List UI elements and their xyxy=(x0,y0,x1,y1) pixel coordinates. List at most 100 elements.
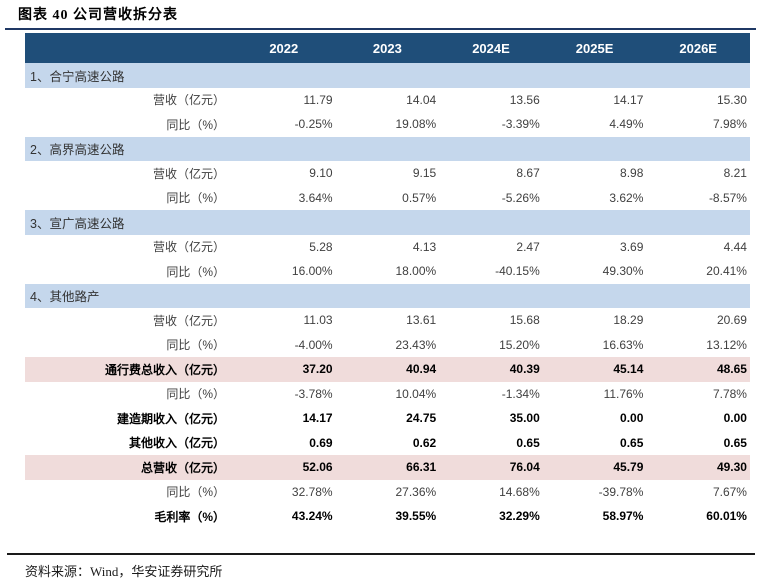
cell-value: 0.65 xyxy=(723,435,747,450)
cell-value: 3.64% xyxy=(298,190,333,205)
section-row: 2、高界高速公路 xyxy=(25,136,750,161)
figure-title: 图表 40 公司营收拆分表 xyxy=(18,8,178,23)
cell-value: 14.17 xyxy=(613,92,644,107)
row-label: 同比（%） xyxy=(166,117,225,132)
table-body: 1、合宁高速公路营收（亿元） 11.79 14.04 13.56 14.17 15.30 同… xyxy=(25,63,750,529)
cell-value: 13.61 xyxy=(406,313,437,328)
section-row: 1、合宁高速公路 xyxy=(25,63,750,88)
cell-value: 24.75 xyxy=(406,411,437,426)
cell-value: 14.04 xyxy=(406,92,437,107)
table-row: 同比（%） -4.00% 23.43% 15.20% 16.63% 13.12% xyxy=(25,333,750,358)
table-header-row: 2022 2023 2024E 2025E 2026E xyxy=(25,33,750,63)
cell-value: 35.00 xyxy=(509,411,540,426)
cell-value: 11.03 xyxy=(303,313,333,328)
cell-value: 0.65 xyxy=(516,435,540,450)
row-label: 3、宣广高速公路 xyxy=(30,216,125,231)
cell-value: 8.21 xyxy=(723,166,747,181)
cell-value: 7.98% xyxy=(712,117,747,132)
cell-value: 4.13 xyxy=(412,239,437,254)
table-row: 营收（亿元） 11.79 14.04 13.56 14.17 15.30 xyxy=(25,88,750,113)
table-row: 营收（亿元） 5.28 4.13 2.47 3.69 4.44 xyxy=(25,235,750,260)
cell-value: 16.63% xyxy=(602,337,644,352)
cell-value: 37.20 xyxy=(302,362,333,377)
row-label: 营收（亿元） xyxy=(152,313,225,328)
title-divider xyxy=(5,28,756,30)
cell-value: 40.39 xyxy=(509,362,540,377)
table-row: 毛利率（%） 43.24% 39.55% 32.29% 58.97% 60.01% xyxy=(25,504,750,529)
table-row: 总营收（亿元） 52.06 66.31 76.04 45.79 49.30 xyxy=(25,455,750,480)
cell-value: 8.98 xyxy=(620,166,644,181)
cell-value: 14.17 xyxy=(302,411,333,426)
cell-value: 4.44 xyxy=(723,239,747,254)
section-row: 3、宣广高速公路 xyxy=(25,210,750,235)
cell-value: 58.97% xyxy=(602,509,644,524)
source-note: 资料来源：Wind，华安证券研究所 xyxy=(25,564,223,579)
row-label: 同比（%） xyxy=(166,485,225,500)
table-row: 通行费总收入（亿元） 37.20 40.94 40.39 45.14 48.65 xyxy=(25,357,750,382)
cell-value: -0.25% xyxy=(294,117,333,132)
table-row: 同比（%） 16.00% 18.00% -40.15% 49.30% 20.41% xyxy=(25,259,750,284)
cell-value: 49.30 xyxy=(716,460,747,475)
table-row: 同比（%） 3.64% 0.57% -5.26% 3.62% -8.57% xyxy=(25,186,750,211)
cell-value: 19.08% xyxy=(395,117,437,132)
table-row: 营收（亿元） 11.03 13.61 15.68 18.29 20.69 xyxy=(25,308,750,333)
cell-value: 16.00% xyxy=(291,264,333,279)
cell-value: 9.10 xyxy=(309,166,333,181)
header-cell-2024e: 2024E xyxy=(472,40,510,56)
cell-value: 32.29% xyxy=(499,509,540,524)
row-label: 毛利率（%） xyxy=(154,509,225,524)
row-label: 同比（%） xyxy=(166,338,225,353)
row-label: 通行费总收入（亿元） xyxy=(104,362,225,377)
cell-value: 49.30% xyxy=(602,264,644,279)
cell-value: -8.57% xyxy=(708,190,747,205)
cell-value: 32.78% xyxy=(291,484,333,499)
cell-value: 11.76% xyxy=(603,386,644,401)
cell-value: 52.06 xyxy=(302,460,333,475)
cell-value: 7.67% xyxy=(712,484,747,499)
cell-value: 7.78% xyxy=(712,386,747,401)
row-label: 4、其他路产 xyxy=(30,290,100,305)
table-row: 同比（%） 32.78% 27.36% 14.68% -39.78% 7.67% xyxy=(25,480,750,505)
table-row: 同比（%） -3.78% 10.04% -1.34% 11.76% 7.78% xyxy=(25,382,750,407)
header-cell-2022: 2022 xyxy=(269,40,299,56)
cell-value: 23.43% xyxy=(395,337,437,352)
cell-value: 3.69 xyxy=(620,239,644,254)
cell-value: 45.79 xyxy=(613,460,644,475)
cell-value: 14.68% xyxy=(499,484,540,499)
footer-divider xyxy=(7,553,755,555)
table-row: 其他收入（亿元） 0.69 0.62 0.65 0.65 0.65 xyxy=(25,431,750,456)
cell-value: -39.78% xyxy=(598,484,644,499)
row-label: 1、合宁高速公路 xyxy=(30,69,125,84)
cell-value: 60.01% xyxy=(706,509,747,524)
cell-value: -4.00% xyxy=(294,337,333,352)
cell-value: 11.79 xyxy=(303,92,333,107)
cell-value: 13.56 xyxy=(509,92,540,107)
cell-value: 0.57% xyxy=(402,190,437,205)
cell-value: -3.78% xyxy=(294,386,333,401)
row-label: 建造期收入（亿元） xyxy=(116,411,225,426)
cell-value: 0.65 xyxy=(620,435,644,450)
cell-value: 15.68 xyxy=(509,313,540,328)
table-row: 营收（亿元） 9.10 9.15 8.67 8.98 8.21 xyxy=(25,161,750,186)
cell-value: 18.29 xyxy=(613,313,644,328)
cell-value: -1.34% xyxy=(501,386,540,401)
row-label: 同比（%） xyxy=(166,191,225,206)
row-label: 总营收（亿元） xyxy=(140,460,225,475)
cell-value: 15.30 xyxy=(716,92,747,107)
cell-value: 15.20% xyxy=(499,337,540,352)
cell-value: 9.15 xyxy=(412,166,437,181)
cell-value: -5.26% xyxy=(501,190,540,205)
section-row: 4、其他路产 xyxy=(25,283,750,308)
header-cell-2025e: 2025E xyxy=(575,40,614,56)
cell-value: 13.12% xyxy=(706,337,747,352)
cell-value: 2.47 xyxy=(516,239,540,254)
cell-value: 20.41% xyxy=(706,264,747,279)
row-label: 营收（亿元） xyxy=(152,166,225,181)
cell-value: 20.69 xyxy=(716,313,747,328)
cell-value: 10.04% xyxy=(395,386,437,401)
row-label: 同比（%） xyxy=(166,264,225,279)
cell-value: -40.15% xyxy=(495,264,540,279)
cell-value: 45.14 xyxy=(613,362,644,377)
cell-value: 4.49% xyxy=(609,117,644,132)
